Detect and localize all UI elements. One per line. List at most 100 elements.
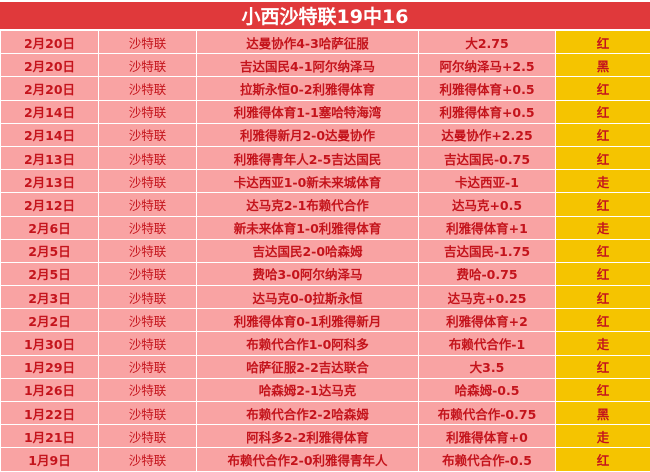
pick-cell: 费哈-0.75 (419, 262, 556, 285)
date-cell: 2月5日 (1, 239, 99, 262)
league-cell: 沙特联 (99, 262, 197, 285)
result-cell: 红 (556, 123, 650, 146)
pick-cell: 利雅得体育+0.5 (419, 77, 556, 100)
match-cell: 费哈3-0阿尔纳泽马 (197, 262, 419, 285)
date-cell: 2月14日 (1, 100, 99, 123)
match-cell: 阿科多2-2利雅得体育 (197, 425, 419, 448)
league-cell: 沙特联 (99, 425, 197, 448)
league-cell: 沙特联 (99, 286, 197, 309)
match-cell: 吉达国民2-0哈森姆 (197, 239, 419, 262)
league-cell: 沙特联 (99, 54, 197, 77)
league-cell: 沙特联 (99, 378, 197, 401)
match-cell: 利雅得体育1-1塞哈特海湾 (197, 100, 419, 123)
pick-cell: 吉达国民-0.75 (419, 146, 556, 169)
league-cell: 沙特联 (99, 239, 197, 262)
pick-cell: 达曼协作+2.25 (419, 123, 556, 146)
match-cell: 卡达西亚1-0新未来城体育 (197, 170, 419, 193)
match-cell: 布赖代合作2-2哈森姆 (197, 402, 419, 425)
league-cell: 沙特联 (99, 193, 197, 216)
table-title: 小西沙特联19中16 (0, 2, 650, 30)
date-cell: 2月20日 (1, 77, 99, 100)
pick-cell: 布赖代合作-1 (419, 332, 556, 355)
league-cell: 沙特联 (99, 332, 197, 355)
match-cell: 利雅得青年人2-5吉达国民 (197, 146, 419, 169)
result-cell: 红 (556, 286, 650, 309)
pick-cell: 达马克+0.5 (419, 193, 556, 216)
result-cell: 红 (556, 355, 650, 378)
result-cell: 走 (556, 216, 650, 239)
match-cell: 达曼协作4-3哈萨征服 (197, 31, 419, 54)
pick-cell: 吉达国民-1.75 (419, 239, 556, 262)
match-cell: 布赖代合作1-0阿科多 (197, 332, 419, 355)
league-cell: 沙特联 (99, 31, 197, 54)
result-cell: 黑 (556, 54, 650, 77)
match-cell: 达马克2-1布赖代合作 (197, 193, 419, 216)
pick-cell: 利雅得体育+2 (419, 309, 556, 332)
match-cell: 哈萨征服2-2吉达联合 (197, 355, 419, 378)
league-cell: 沙特联 (99, 216, 197, 239)
match-cell: 利雅得新月2-0达曼协作 (197, 123, 419, 146)
date-cell: 2月13日 (1, 146, 99, 169)
pick-cell: 利雅得体育+1 (419, 216, 556, 239)
league-cell: 沙特联 (99, 170, 197, 193)
league-cell: 沙特联 (99, 309, 197, 332)
result-cell: 红 (556, 193, 650, 216)
match-cell: 吉达国民4-1阿尔纳泽马 (197, 54, 419, 77)
league-cell: 沙特联 (99, 402, 197, 425)
date-cell: 2月13日 (1, 170, 99, 193)
pick-cell: 布赖代合作-0.75 (419, 402, 556, 425)
league-cell: 沙特联 (99, 100, 197, 123)
league-cell: 沙特联 (99, 355, 197, 378)
date-cell: 2月6日 (1, 216, 99, 239)
result-cell: 走 (556, 425, 650, 448)
pick-cell: 大2.75 (419, 31, 556, 54)
match-cell: 哈森姆2-1达马克 (197, 378, 419, 401)
date-cell: 2月14日 (1, 123, 99, 146)
result-cell: 红 (556, 31, 650, 54)
league-cell: 沙特联 (99, 146, 197, 169)
result-cell: 红 (556, 100, 650, 123)
date-cell: 2月12日 (1, 193, 99, 216)
match-cell: 达马克0-0拉斯永恒 (197, 286, 419, 309)
result-cell: 走 (556, 332, 650, 355)
date-cell: 2月20日 (1, 54, 99, 77)
result-cell: 黑 (556, 402, 650, 425)
league-cell: 沙特联 (99, 77, 197, 100)
date-cell: 1月30日 (1, 332, 99, 355)
date-cell: 2月3日 (1, 286, 99, 309)
result-cell: 走 (556, 170, 650, 193)
date-cell: 1月29日 (1, 355, 99, 378)
date-cell: 2月2日 (1, 309, 99, 332)
pick-cell: 卡达西亚-1 (419, 170, 556, 193)
date-cell: 1月22日 (1, 402, 99, 425)
result-cell: 红 (556, 239, 650, 262)
pick-cell: 哈森姆-0.5 (419, 378, 556, 401)
league-cell: 沙特联 (99, 123, 197, 146)
result-cell: 红 (556, 77, 650, 100)
result-cell: 红 (556, 378, 650, 401)
date-cell: 1月21日 (1, 425, 99, 448)
result-cell: 红 (556, 309, 650, 332)
date-cell: 1月26日 (1, 378, 99, 401)
match-cell: 拉斯永恒0-2利雅得体育 (197, 77, 419, 100)
